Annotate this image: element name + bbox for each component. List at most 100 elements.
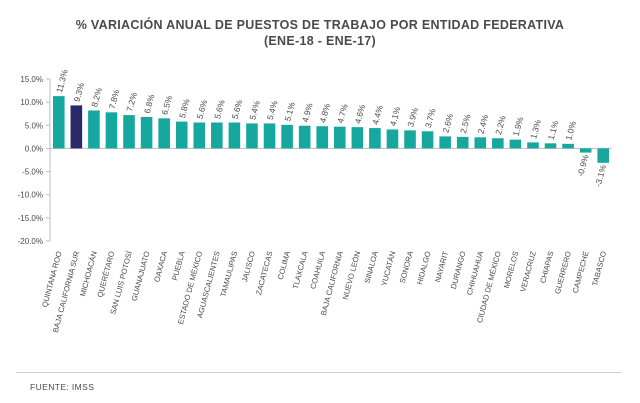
data-label: 7.8%: [107, 88, 122, 110]
category-label: CHIHUAHUA: [465, 249, 486, 296]
bar: [527, 142, 539, 149]
data-label: 7.2%: [124, 91, 139, 113]
data-label: 4.4%: [370, 104, 385, 126]
bar: [597, 148, 610, 163]
bar: [228, 122, 241, 149]
y-tick-label: 15.0%: [20, 75, 43, 84]
category-label: COAHUILA: [308, 249, 327, 290]
category-label: OAXACA: [152, 249, 169, 283]
category-label: ZACATECAS: [254, 250, 274, 296]
bar: [316, 126, 329, 149]
bar: [263, 123, 276, 149]
bar: [333, 126, 346, 149]
category-label: MORELOS: [502, 250, 521, 289]
y-tick-label: -20.0%: [18, 237, 43, 246]
category-label: COLIMA: [276, 249, 292, 280]
category-label: TLAXCALA: [291, 249, 310, 290]
bar: [88, 110, 100, 149]
category-label: SINALOA: [363, 249, 380, 284]
bar: [404, 130, 416, 149]
data-label: 1.3%: [528, 118, 543, 140]
y-tick-label: 5.0%: [25, 121, 43, 130]
bar: [140, 116, 153, 149]
bar: [193, 122, 206, 149]
category-label: NAYARIT: [433, 250, 450, 283]
y-tick-label: -10.0%: [18, 191, 43, 200]
bar: [492, 138, 504, 149]
bar: [351, 127, 364, 149]
bar: [474, 137, 487, 149]
bar: [158, 118, 170, 149]
data-label: 2.4%: [476, 113, 491, 135]
bar: [579, 148, 592, 153]
data-label: 5.4%: [265, 99, 280, 121]
category-label: NUEVO LEÓN: [341, 250, 363, 300]
bar: [175, 121, 188, 149]
y-tick-label: 0.0%: [25, 144, 43, 153]
chart-title: % VARIACIÓN ANUAL DE PUESTOS DE TRABAJO …: [75, 18, 565, 32]
data-label: 4.6%: [353, 103, 368, 125]
data-label: 5.8%: [177, 97, 192, 119]
data-label: 9.3%: [72, 81, 87, 103]
category-label: TAMAULIPAS: [218, 250, 239, 298]
category-label: GUANAJUATO: [130, 250, 152, 302]
data-label: 5.4%: [247, 99, 262, 121]
data-label: 5.6%: [212, 98, 227, 120]
category-label: SONORA: [398, 249, 415, 284]
category-label: GUERRERO: [553, 250, 573, 295]
footer-divider: [16, 372, 622, 373]
bar: [70, 105, 83, 149]
bar: [52, 96, 65, 149]
bar: [386, 129, 399, 149]
data-label: 5.6%: [230, 98, 245, 120]
data-label: 4.8%: [317, 102, 332, 124]
data-label: 1.9%: [511, 115, 526, 137]
bar: [281, 124, 293, 149]
bar: [421, 131, 434, 149]
category-label: HIDALGO: [415, 250, 433, 285]
data-label: -0.9%: [575, 153, 591, 177]
data-label: 4.7%: [335, 102, 350, 124]
data-label: -3.1%: [593, 163, 609, 187]
data-label: 5.6%: [195, 98, 210, 120]
bar: [562, 143, 574, 149]
data-label: 6.8%: [142, 93, 157, 115]
category-label: TABASCO: [590, 250, 608, 287]
bar: [105, 112, 118, 149]
data-label: 11.3%: [54, 68, 70, 94]
data-label: 1.0%: [563, 120, 578, 142]
source-note: FUENTE: IMSS: [30, 382, 95, 392]
category-label: PUEBLA: [170, 249, 187, 281]
y-tick-label: 10.0%: [20, 98, 43, 107]
category-label: DURANGO: [449, 250, 468, 290]
category-label: MICHOACÁN: [78, 250, 99, 297]
data-label: 8.2%: [89, 86, 104, 108]
data-label: 2.6%: [440, 112, 455, 134]
data-label: 2.2%: [493, 114, 508, 136]
bar: [211, 122, 223, 149]
data-label: 3.7%: [423, 107, 438, 129]
bar: [544, 143, 557, 149]
category-label: VERACRUZ: [518, 250, 538, 293]
bar: [456, 136, 469, 149]
data-label: 2.5%: [458, 113, 473, 135]
category-label: CHIAPAS: [538, 250, 555, 284]
data-label: 4.9%: [300, 102, 315, 124]
data-label: 1.1%: [546, 119, 561, 141]
category-label: CAMPECHE: [571, 250, 591, 294]
category-label: JALISCO: [240, 250, 257, 283]
data-label: 4.1%: [388, 105, 403, 127]
bar: [123, 115, 135, 149]
bar: [439, 136, 451, 149]
category-label: YUCATÁN: [379, 250, 397, 287]
data-label: 5.1%: [282, 101, 297, 123]
y-tick-label: -15.0%: [18, 214, 43, 223]
data-label: 6.5%: [159, 94, 174, 116]
bar: [298, 125, 311, 149]
bar: [369, 128, 381, 149]
data-label: 3.9%: [405, 106, 420, 128]
y-tick-label: -5.0%: [22, 168, 43, 177]
bar: [509, 139, 522, 149]
chart-subtitle: (ENE-18 - ENE-17): [263, 34, 377, 48]
